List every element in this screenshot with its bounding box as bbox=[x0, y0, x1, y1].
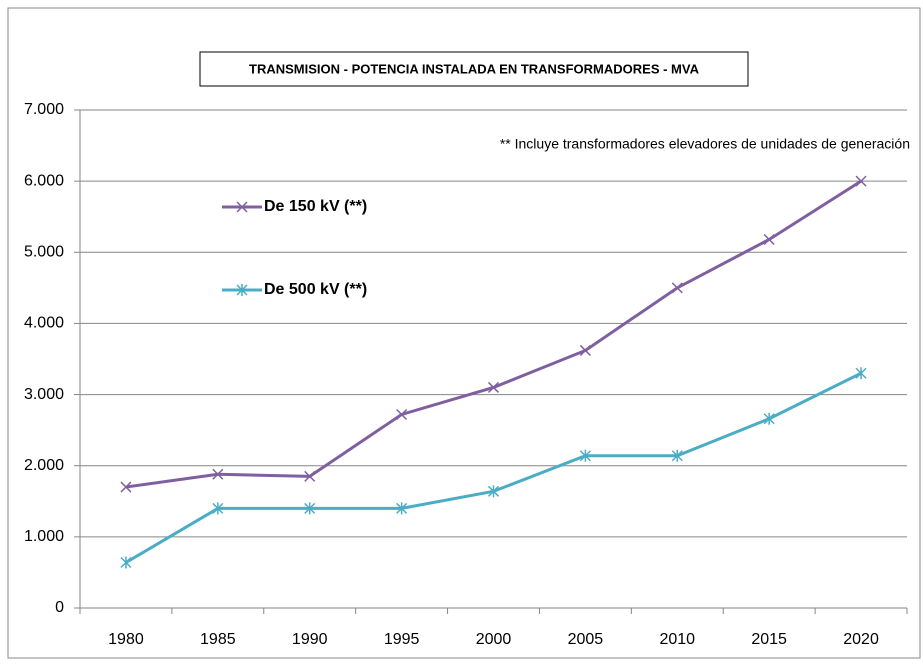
legend-label: De 500 kV (**) bbox=[264, 281, 367, 298]
x-tick-label: 2000 bbox=[476, 631, 512, 648]
chart-title: TRANSMISION - POTENCIA INSTALADA EN TRAN… bbox=[249, 61, 700, 76]
x-tick-label: 2015 bbox=[751, 631, 787, 648]
data-point bbox=[212, 502, 224, 515]
y-tick-label: 0 bbox=[55, 599, 64, 616]
data-point bbox=[855, 367, 867, 380]
legend-marker bbox=[236, 201, 248, 213]
data-point bbox=[671, 282, 683, 294]
x-tick-label: 1995 bbox=[384, 631, 420, 648]
data-point bbox=[212, 468, 224, 480]
legend-marker bbox=[236, 284, 248, 296]
y-tick-label: 4.000 bbox=[24, 315, 64, 332]
x-tick-label: 1985 bbox=[200, 631, 236, 648]
y-tick-label: 3.000 bbox=[24, 386, 64, 403]
data-point bbox=[304, 502, 316, 515]
data-point bbox=[120, 556, 132, 569]
y-tick-label: 6.000 bbox=[24, 172, 64, 189]
data-point bbox=[120, 481, 132, 493]
data-point bbox=[487, 381, 500, 393]
data-point bbox=[855, 175, 867, 187]
data-point bbox=[304, 470, 316, 482]
annotation: ** Incluye transformadores elevadores de… bbox=[500, 136, 910, 152]
data-point bbox=[487, 485, 500, 498]
x-tick-label: 2020 bbox=[843, 631, 879, 648]
chart-frame bbox=[7, 7, 921, 659]
x-tick-label: 1990 bbox=[292, 631, 328, 648]
y-tick-label: 1.000 bbox=[24, 528, 64, 545]
x-tick-label: 2010 bbox=[659, 631, 695, 648]
title-box bbox=[199, 51, 749, 87]
y-tick-label: 5.000 bbox=[24, 244, 64, 261]
data-point bbox=[671, 449, 683, 462]
data-point bbox=[763, 233, 775, 246]
x-tick-label: 1980 bbox=[108, 631, 144, 648]
data-point bbox=[396, 502, 408, 515]
data-point bbox=[579, 449, 591, 462]
data-point bbox=[396, 408, 408, 421]
data-point bbox=[763, 412, 775, 425]
data-point bbox=[579, 344, 591, 356]
x-tick-label: 2005 bbox=[568, 631, 604, 648]
y-tick-label: 2.000 bbox=[24, 457, 64, 474]
y-tick-label: 7.000 bbox=[24, 101, 64, 118]
legend-label: De 150 kV (**) bbox=[264, 198, 367, 215]
